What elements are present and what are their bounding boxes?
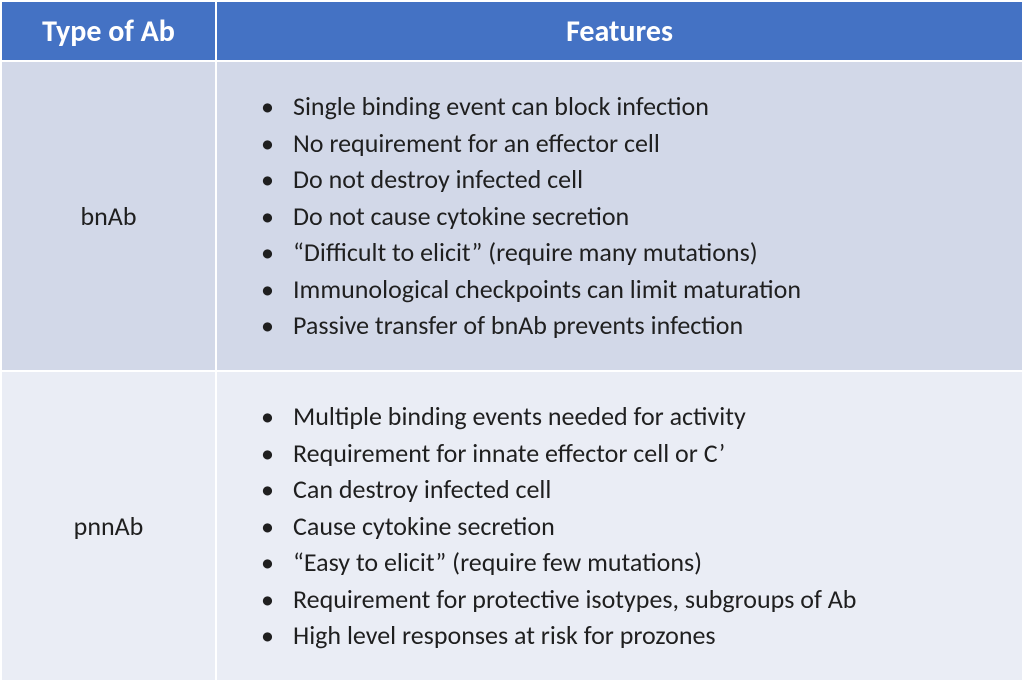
feature-item: “Difficult to elicit” (require many muta… (279, 234, 1012, 271)
feature-item: Passive transfer of bnAb prevents infect… (279, 307, 1012, 344)
feature-item: Cause cytokine secretion (279, 508, 1012, 545)
type-cell-bnab: bnAb (1, 61, 216, 371)
feature-item: No requirement for an effector cell (279, 125, 1012, 162)
feature-item: Requirement for protective isotypes, sub… (279, 581, 1012, 618)
feature-item: Requirement for innate effector cell or … (279, 435, 1012, 472)
table-row: pnnAb Multiple binding events needed for… (1, 371, 1023, 681)
col-header-type: Type of Ab (1, 1, 216, 61)
col-header-features: Features (216, 1, 1023, 61)
type-cell-pnnab: pnnAb (1, 371, 216, 681)
antibody-table: Type of Ab Features bnAb Single binding … (0, 0, 1024, 682)
feature-item: High level responses at risk for prozone… (279, 617, 1012, 654)
features-cell-pnnab: Multiple binding events needed for activ… (216, 371, 1023, 681)
table-header-row: Type of Ab Features (1, 1, 1023, 61)
feature-item: Do not cause cytokine secretion (279, 198, 1012, 235)
feature-item: Do not destroy infected cell (279, 161, 1012, 198)
feature-item: Multiple binding events needed for activ… (279, 398, 1012, 435)
feature-item: Immunological checkpoints can limit matu… (279, 271, 1012, 308)
table-row: bnAb Single binding event can block infe… (1, 61, 1023, 371)
features-list-bnab: Single binding event can block infection… (235, 88, 1012, 344)
feature-item: Single binding event can block infection (279, 88, 1012, 125)
features-list-pnnab: Multiple binding events needed for activ… (235, 398, 1012, 654)
features-cell-bnab: Single binding event can block infection… (216, 61, 1023, 371)
feature-item: “Easy to elicit” (require few mutations) (279, 544, 1012, 581)
feature-item: Can destroy infected cell (279, 471, 1012, 508)
